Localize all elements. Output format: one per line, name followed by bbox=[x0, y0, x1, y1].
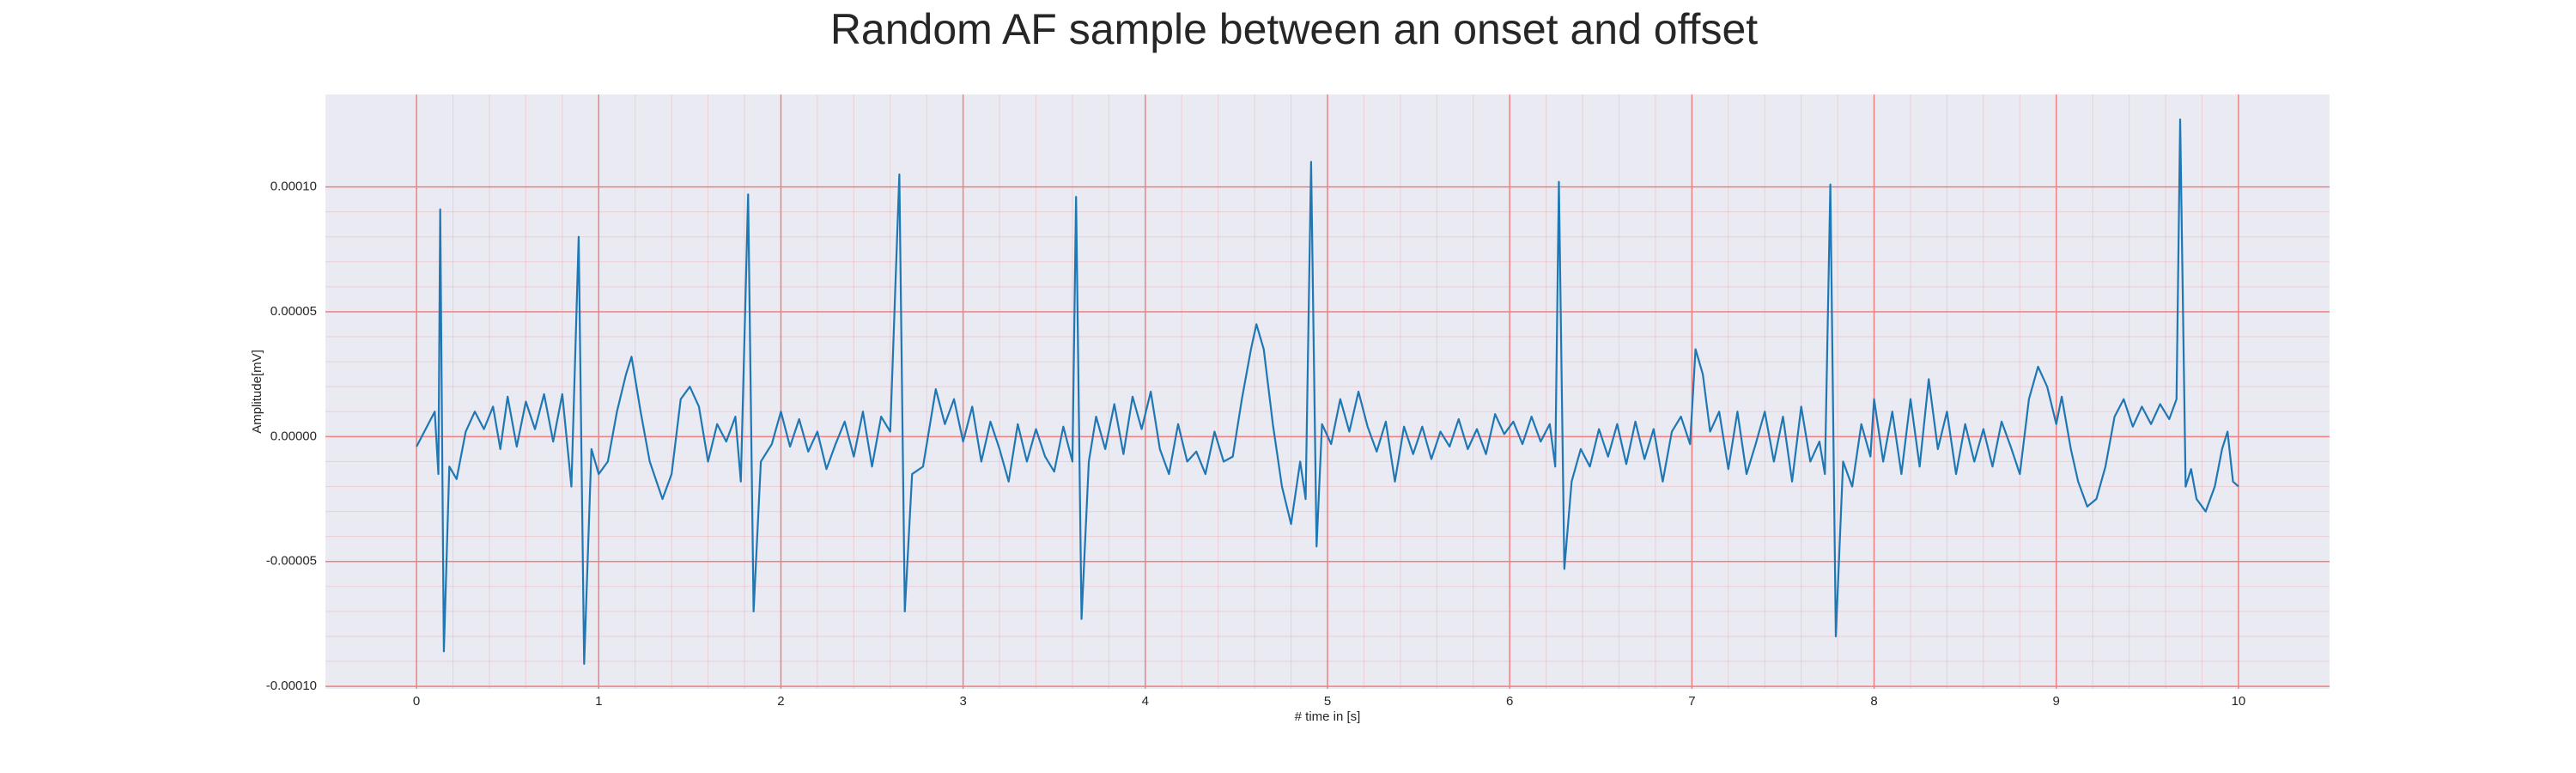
x-tick-label: 4 bbox=[1142, 694, 1149, 709]
x-tick-label: 3 bbox=[959, 694, 966, 709]
grid bbox=[325, 94, 2330, 689]
y-axis-label: Amplitude[mV] bbox=[250, 350, 264, 434]
x-tick-label: 9 bbox=[2053, 694, 2060, 709]
y-tick-label: -0.00005 bbox=[266, 554, 317, 569]
signal-line bbox=[416, 118, 2239, 666]
x-tick-label: 5 bbox=[1324, 694, 1331, 709]
chart-title: Random AF sample between an onset and of… bbox=[830, 5, 1758, 53]
x-tick-label: 1 bbox=[595, 694, 602, 709]
x-tick-label: 7 bbox=[1688, 694, 1695, 709]
y-tick-label: 0.00010 bbox=[270, 180, 317, 194]
y-tick-label: 0.00000 bbox=[270, 429, 317, 443]
y-tick-label: -0.00010 bbox=[266, 679, 317, 693]
x-tick-label: 10 bbox=[2232, 694, 2246, 709]
x-tick-label: 0 bbox=[413, 694, 420, 709]
x-axis-label: # time in [s] bbox=[1295, 709, 1361, 724]
x-tick-label: 6 bbox=[1506, 694, 1513, 709]
x-tick-label: 2 bbox=[777, 694, 784, 709]
y-tick-label: 0.00005 bbox=[270, 304, 317, 319]
x-tick-label: 8 bbox=[1870, 694, 1877, 709]
